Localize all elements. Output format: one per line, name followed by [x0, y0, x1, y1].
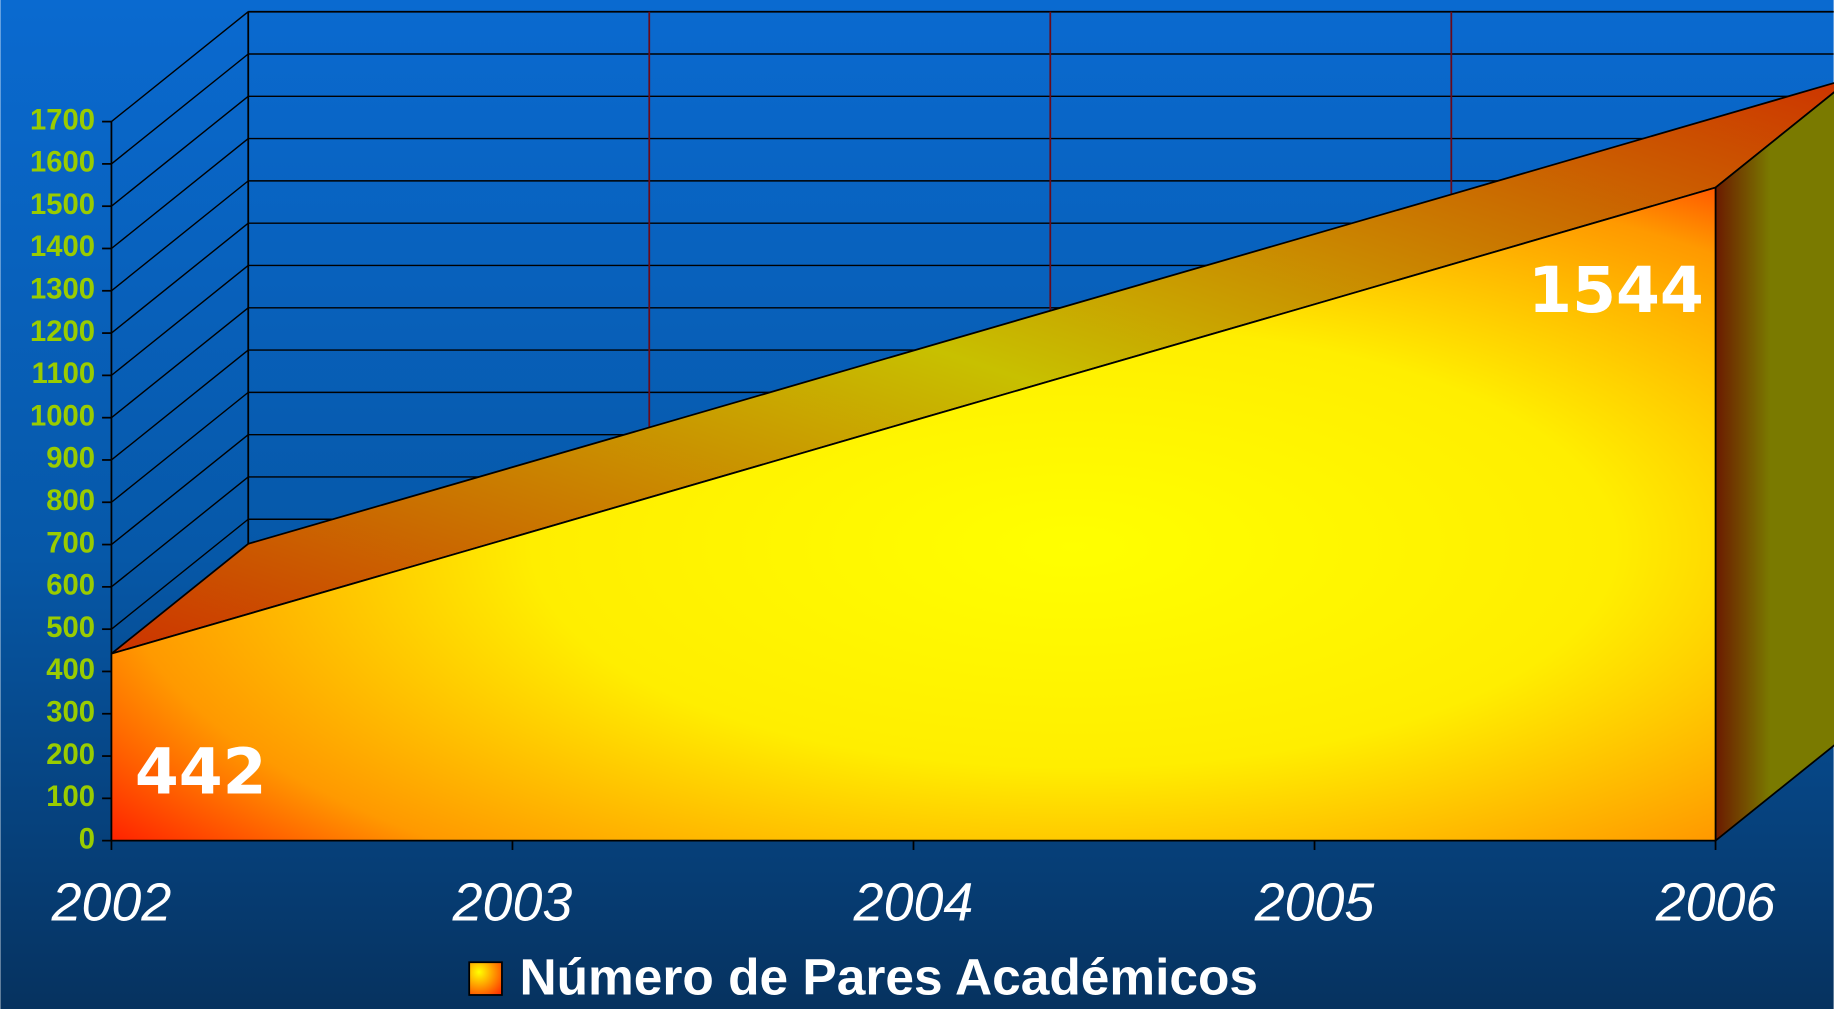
grid-line [110, 349, 249, 461]
data-label: 442 [135, 734, 267, 808]
grid-line [110, 518, 249, 630]
y-tick-label: 1500 [30, 189, 95, 221]
y-tick-label: 400 [46, 654, 95, 686]
grid-line [110, 391, 249, 503]
y-tick-label: 700 [46, 527, 95, 559]
plot: 0 100 200 300 400 500 600 700 800 900 1000 1100 1200… [30, 10, 1834, 1006]
y-tick-label: 200 [46, 739, 95, 771]
grid-line [110, 476, 249, 588]
grid-line [110, 180, 249, 292]
y-tick-label: 500 [46, 612, 95, 644]
x-tick-label: 2005 [1254, 872, 1376, 932]
y-tick-label: 0 [79, 823, 95, 855]
y-tick-label: 1300 [30, 274, 95, 306]
y-tick-label: 800 [46, 485, 95, 517]
grid-line [110, 434, 249, 546]
area-side [1714, 91, 1834, 843]
data-label: 1544 [1528, 253, 1704, 327]
area [110, 186, 1717, 842]
legend-swatch [468, 961, 503, 996]
y-tick-label: 300 [46, 696, 95, 728]
grid-line [110, 95, 249, 207]
grid-line [110, 53, 249, 165]
x-tick-label: 2006 [1655, 872, 1776, 932]
legend-label: Número de Pares Académicos [519, 948, 1258, 1006]
y-tick-label: 1200 [30, 316, 95, 348]
x-tick-label: 2002 [51, 872, 172, 932]
y-tick-label: 1600 [30, 147, 95, 179]
grid-line [110, 264, 249, 376]
grid-line [110, 138, 249, 250]
grid-line [110, 307, 249, 419]
grid-line [110, 11, 249, 123]
y-tick-label: 1000 [30, 400, 95, 432]
y-tick-label: 1700 [30, 104, 95, 136]
y-tick-label: 600 [46, 570, 95, 602]
grid-line [110, 222, 249, 334]
y-tick-label: 100 [46, 781, 95, 813]
y-tick-label: 1100 [32, 358, 95, 390]
x-tick-label: 2003 [452, 872, 573, 932]
y-tick-label: 900 [46, 443, 95, 475]
y-tick-label: 1400 [30, 231, 95, 263]
x-tick-label: 2004 [853, 872, 974, 932]
